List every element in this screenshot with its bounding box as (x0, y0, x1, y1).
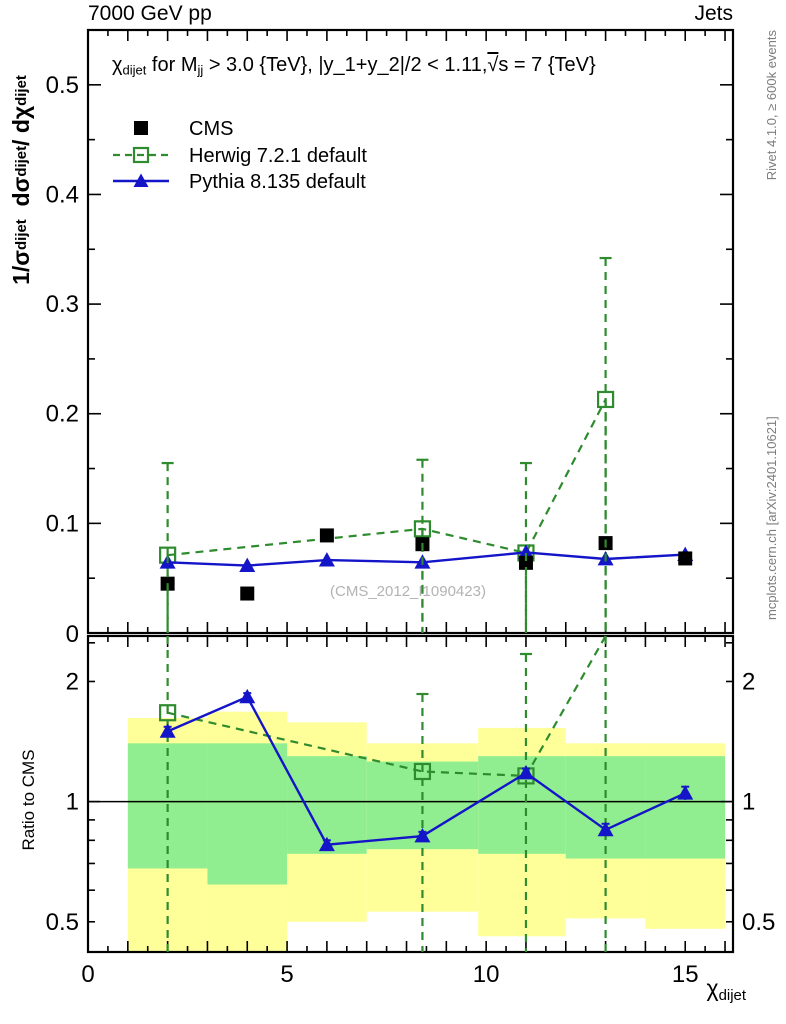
herwig-ratio-marker (413, 762, 432, 781)
herwig-line (167, 398, 607, 557)
y-tick-label: 0.4 (46, 181, 79, 208)
header-left-label: 7000 GeV pp (88, 2, 212, 25)
ratio-y-tick-label: 1 (66, 789, 79, 816)
y-tick-label-zero: 0 (66, 621, 79, 648)
ratio-y-tick-label: 2 (66, 668, 79, 695)
pythia-marker (239, 557, 256, 572)
ratio-y-tick-label-right: 2 (742, 668, 755, 695)
pythia-ratio-marker (159, 723, 176, 738)
legend-marker-herwig (132, 146, 150, 164)
x-tick-label: 15 (672, 961, 699, 988)
pythia-ratio-marker (517, 764, 534, 780)
legend-label: CMS (189, 118, 233, 140)
y-tick-label: 0.1 (46, 510, 79, 537)
herwig-ratio-line (167, 635, 607, 778)
pythia-ratio-marker (677, 785, 694, 800)
band-inner (207, 743, 288, 885)
x-tick-label: 10 (473, 961, 500, 988)
band-inner (478, 756, 566, 854)
legend: CMS Herwig 7.2.1 default Pythia 8.135 defa… (113, 118, 367, 193)
y-tick-label: 0.5 (46, 72, 79, 99)
legend-label: Herwig 7.2.1 default (189, 145, 367, 167)
x-axis-title: χdijet (706, 975, 746, 1005)
ratio-y-tick-label-right: 1 (742, 789, 755, 816)
series-pythia-ratio (159, 688, 694, 852)
pythia-marker (517, 544, 534, 559)
cms-marker (240, 586, 255, 601)
series-herwig-main (159, 256, 615, 633)
pythia-ratio-marker (318, 836, 335, 852)
x-tick-label: 0 (81, 961, 94, 988)
herwig-ratio-marker (159, 704, 177, 722)
ratio-y-tick-label-right: 0.5 (742, 909, 775, 936)
pythia-ratio-marker (597, 821, 614, 837)
cms-marker (319, 528, 334, 543)
x-tick-label: 5 (280, 961, 293, 988)
ratio-panel-frame (86, 634, 735, 954)
header-right-label: Jets (694, 2, 733, 25)
legend-marker-cms (134, 121, 148, 135)
band-inner (645, 756, 726, 859)
pythia-marker (318, 552, 335, 567)
ratio-y-tick-label: 0.5 (46, 909, 79, 936)
pythia-ratio-marker (239, 688, 256, 704)
main-panel-frame (86, 28, 735, 635)
analysis-id-watermark: (CMS_2012_I1090423) (330, 583, 486, 600)
legend-label: Pythia 8.135 default (189, 171, 366, 193)
plot-title: χdijet for Mjj > 3.0 {TeV}, |y_1+y_2|/2 … (112, 54, 596, 78)
legend-marker-pythia (133, 173, 149, 187)
y-tick-label: 0.2 (46, 401, 79, 428)
y-tick-label: 0.3 (46, 291, 79, 318)
pythia-ratio-marker (414, 828, 431, 843)
cms-marker (518, 555, 533, 570)
cms-marker (678, 551, 693, 566)
